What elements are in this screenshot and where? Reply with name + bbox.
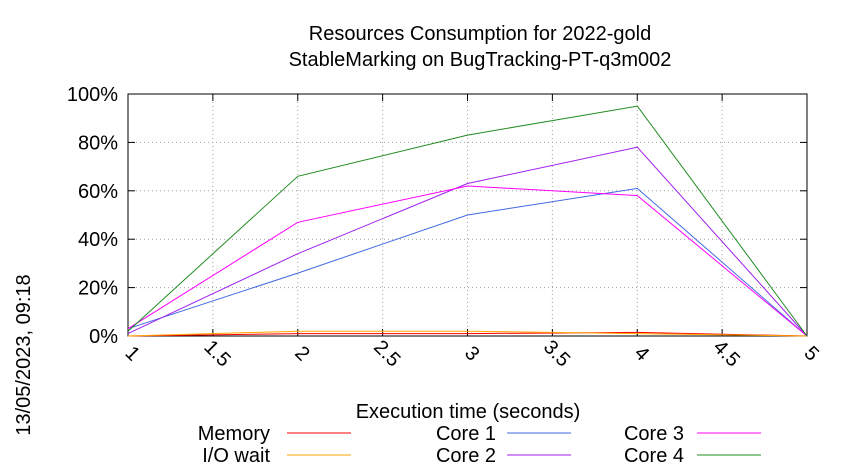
x-tick-label: 5 xyxy=(800,342,823,365)
y-tick-label: 100% xyxy=(67,84,118,106)
y-tick-labels: 0% 20% 40% 60% 80% 100% xyxy=(67,84,118,348)
y-tick-label: 0% xyxy=(89,326,118,348)
x-tick-label: 4.5 xyxy=(709,336,744,371)
timestamp-label: 13/05/2023, 09:18 xyxy=(13,274,35,435)
y-tick-label: 40% xyxy=(78,229,118,251)
y-tick-label: 60% xyxy=(78,181,118,203)
axes xyxy=(127,93,808,337)
x-tick-label: 2.5 xyxy=(369,336,404,371)
chart-title-line-1: Resources Consumption for 2022-gold xyxy=(309,23,651,45)
y-tick-label: 20% xyxy=(78,278,118,300)
series-line-core-4 xyxy=(127,105,808,337)
legend-label: Core 3 xyxy=(624,423,684,445)
x-tick-label: 2 xyxy=(290,342,313,365)
x-tick-label: 1 xyxy=(121,342,144,365)
legend-label: I/O wait xyxy=(202,445,270,467)
chart-title-line-2: StableMarking on BugTracking-PT-q3m002 xyxy=(289,49,672,71)
x-tick-labels: 1 1.5 2 2.5 3 3.5 4 4.5 5 xyxy=(121,336,823,371)
series-lines xyxy=(127,105,808,337)
x-tick-label: 3.5 xyxy=(539,336,574,371)
legend-label: Core 2 xyxy=(436,445,496,467)
series-line-core-1 xyxy=(127,187,808,337)
series-line-i-o-wait xyxy=(127,330,808,337)
legend-label: Core 4 xyxy=(624,445,684,467)
y-tick-label: 80% xyxy=(78,132,118,154)
legend-label: Memory xyxy=(198,423,270,445)
legend-label: Core 1 xyxy=(436,423,496,445)
series-line-core-2 xyxy=(127,146,808,337)
x-tick-label: 3 xyxy=(460,342,483,365)
x-tick-label: 4 xyxy=(630,342,653,365)
series-line-memory xyxy=(127,331,808,337)
series-line-core-3 xyxy=(127,185,808,337)
x-axis-label: Execution time (seconds) xyxy=(356,401,581,423)
x-tick-label: 1.5 xyxy=(200,336,235,371)
